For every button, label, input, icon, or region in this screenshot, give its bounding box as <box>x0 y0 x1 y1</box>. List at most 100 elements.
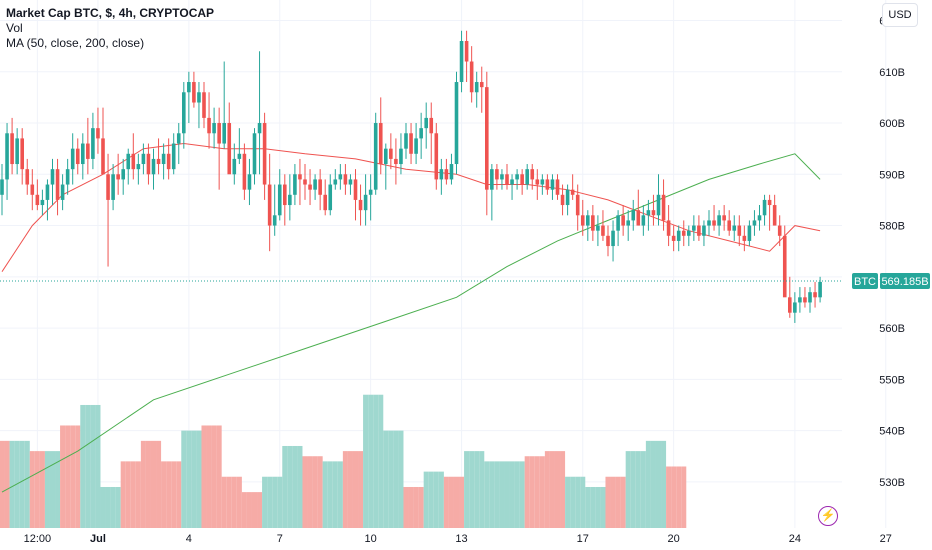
currency-button[interactable]: USD <box>882 3 918 27</box>
candle <box>717 210 721 236</box>
volume-bar <box>655 440 662 528</box>
volume-bar <box>661 440 667 528</box>
legend-title[interactable]: Market Cap BTC, $, 4h, CRYPTOCAP <box>6 6 215 20</box>
candle-body <box>540 179 545 185</box>
volume-bar <box>504 461 510 528</box>
volume-bar <box>352 451 359 528</box>
volume-bar <box>29 451 35 528</box>
candle-body <box>0 179 4 195</box>
candle <box>10 117 14 175</box>
candle-body <box>384 148 388 165</box>
candle <box>136 153 141 185</box>
candle-body <box>464 41 469 62</box>
candle-body <box>126 153 131 170</box>
candle-body <box>166 153 171 170</box>
candle-body <box>626 220 630 226</box>
volume-bar <box>272 476 278 528</box>
volume-bar <box>246 492 252 528</box>
candle <box>323 179 327 216</box>
candle <box>25 158 30 195</box>
candle <box>121 158 125 195</box>
candle <box>601 210 605 241</box>
candle-body <box>570 189 575 195</box>
volume-bar <box>494 461 500 528</box>
volume-bar <box>580 476 586 528</box>
volume-bar <box>393 430 399 528</box>
candle <box>788 276 792 318</box>
candle <box>449 153 454 185</box>
volume-bar <box>575 476 581 528</box>
candle-body <box>616 215 620 231</box>
volume-bar <box>681 466 687 528</box>
candle <box>671 225 676 252</box>
volume-bar <box>337 461 343 528</box>
candle <box>692 215 696 241</box>
candle-body <box>515 174 519 180</box>
lightning-icon[interactable]: ⚡ <box>818 506 838 526</box>
candle-body <box>707 220 711 226</box>
candle-body <box>353 179 358 200</box>
candle <box>40 189 45 216</box>
volume-bar <box>383 430 389 528</box>
legend-moving-average[interactable]: MA (50, close, 200, close) <box>6 36 145 50</box>
candle <box>626 210 630 241</box>
candle-body <box>636 210 641 226</box>
volume-bar <box>216 425 222 528</box>
candle-body <box>323 194 327 211</box>
volume-bar <box>645 440 651 528</box>
candle <box>217 107 221 190</box>
candle <box>727 210 731 236</box>
candle <box>141 143 146 175</box>
candle-body <box>580 215 585 226</box>
time-axis[interactable]: 12:00 Jul 4 7 10 13 17 20 24 27 <box>24 533 892 545</box>
volume-bar <box>671 466 677 528</box>
volume-bar <box>423 471 429 528</box>
y-tick-label: 590B <box>879 169 905 181</box>
candle <box>419 112 423 159</box>
candle <box>707 210 711 236</box>
candle-body <box>141 153 146 165</box>
volume-bar <box>297 445 303 528</box>
candle <box>803 287 807 308</box>
volume-bar <box>282 445 288 528</box>
candle <box>156 138 161 175</box>
price-axis[interactable]: 530B540B550B560B570B580B590B600B610B620B <box>879 16 905 489</box>
candle <box>535 169 540 200</box>
candle-body <box>419 128 423 139</box>
candle-body <box>40 199 45 206</box>
candle <box>424 102 428 149</box>
candle <box>333 169 338 190</box>
candle-body <box>378 123 383 165</box>
volume-bar <box>453 476 460 528</box>
candle-body <box>671 235 676 241</box>
candle <box>399 133 403 175</box>
candle <box>81 133 85 180</box>
candle-body <box>788 297 792 313</box>
candle-body <box>187 82 191 93</box>
candle <box>298 158 302 206</box>
volume-bar <box>342 451 348 528</box>
candle-body <box>757 215 762 221</box>
candle-body <box>373 123 378 190</box>
candle-body <box>55 169 60 200</box>
candle <box>116 153 120 195</box>
legend-volume[interactable]: Vol <box>6 21 23 35</box>
candle-body <box>227 123 232 175</box>
moving-averages <box>1 142 821 493</box>
y-tick-label: 540B <box>879 426 905 438</box>
candle <box>540 174 545 195</box>
candle <box>742 225 747 252</box>
candle-body <box>454 82 459 165</box>
candle-body <box>772 205 777 226</box>
candle-body <box>333 179 338 185</box>
candle-body <box>565 189 570 206</box>
volume-bar <box>524 456 530 528</box>
candle-body <box>742 235 747 241</box>
candle <box>510 174 514 200</box>
candle-body <box>687 230 691 236</box>
candle <box>505 164 509 190</box>
candle <box>631 199 636 231</box>
volume-bar <box>80 404 86 528</box>
volume-bar <box>635 451 641 528</box>
